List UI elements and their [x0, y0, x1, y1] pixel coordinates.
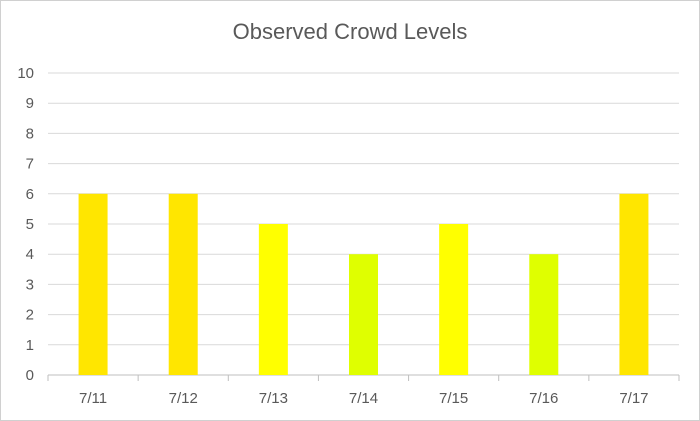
y-tick-label: 0 [26, 367, 34, 384]
y-tick-label: 3 [26, 276, 34, 293]
bar-7/11 [78, 193, 108, 375]
chart-title: Observed Crowd Levels [232, 19, 468, 44]
bar-7/12 [168, 193, 198, 375]
bar-7/17 [619, 193, 649, 375]
y-tick-label: 7 [26, 156, 34, 173]
y-tick-label: 8 [26, 125, 34, 142]
bar-7/15 [439, 224, 469, 375]
y-tick-label: 4 [26, 246, 34, 263]
y-tick-label: 9 [26, 95, 34, 112]
x-tick-label: 7/15 [439, 390, 468, 407]
y-tick-label: 1 [26, 337, 34, 354]
y-tick-label: 6 [26, 186, 34, 203]
bar-7/14 [349, 254, 378, 375]
bar-7/13 [258, 224, 288, 375]
bar-7/16 [529, 254, 559, 375]
y-tick-label: 2 [26, 307, 34, 324]
x-tick-label: 7/13 [259, 390, 288, 407]
y-tick-label: 5 [26, 216, 34, 233]
x-tick-label: 7/16 [529, 390, 558, 407]
x-tick-label: 7/17 [619, 390, 648, 407]
x-tick-label: 7/11 [79, 390, 107, 407]
x-tick-label: 7/12 [169, 390, 198, 407]
y-tick-label: 10 [17, 65, 34, 82]
x-tick-label: 7/14 [349, 390, 378, 407]
